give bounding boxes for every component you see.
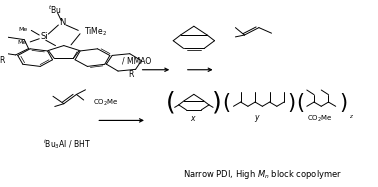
Text: / MMAO: / MMAO: [122, 56, 151, 65]
Text: $^i$Bu$_3$Al / BHT: $^i$Bu$_3$Al / BHT: [43, 138, 91, 151]
Text: N: N: [59, 19, 65, 27]
Text: TiMe$_2$: TiMe$_2$: [84, 25, 107, 38]
Text: CO$_2$Me: CO$_2$Me: [307, 113, 333, 124]
Text: (: (: [166, 91, 175, 115]
Text: CO$_2$Me: CO$_2$Me: [93, 98, 118, 108]
Text: Si: Si: [40, 32, 48, 41]
Text: ): ): [339, 93, 347, 113]
Text: R: R: [0, 56, 5, 65]
Text: $^t$Bu: $^t$Bu: [48, 4, 62, 16]
Text: Me: Me: [19, 27, 28, 32]
Text: (: (: [296, 93, 304, 113]
Text: Narrow PDI, High $M_n$ block copolymer: Narrow PDI, High $M_n$ block copolymer: [183, 168, 342, 181]
Text: Me: Me: [17, 40, 26, 45]
Text: ): ): [212, 91, 222, 115]
Text: (: (: [222, 93, 230, 113]
Text: $y$: $y$: [254, 113, 260, 124]
Text: $_z$: $_z$: [349, 112, 355, 121]
Text: R: R: [129, 70, 134, 79]
Text: ): ): [287, 93, 295, 113]
Text: $x$: $x$: [191, 114, 197, 123]
